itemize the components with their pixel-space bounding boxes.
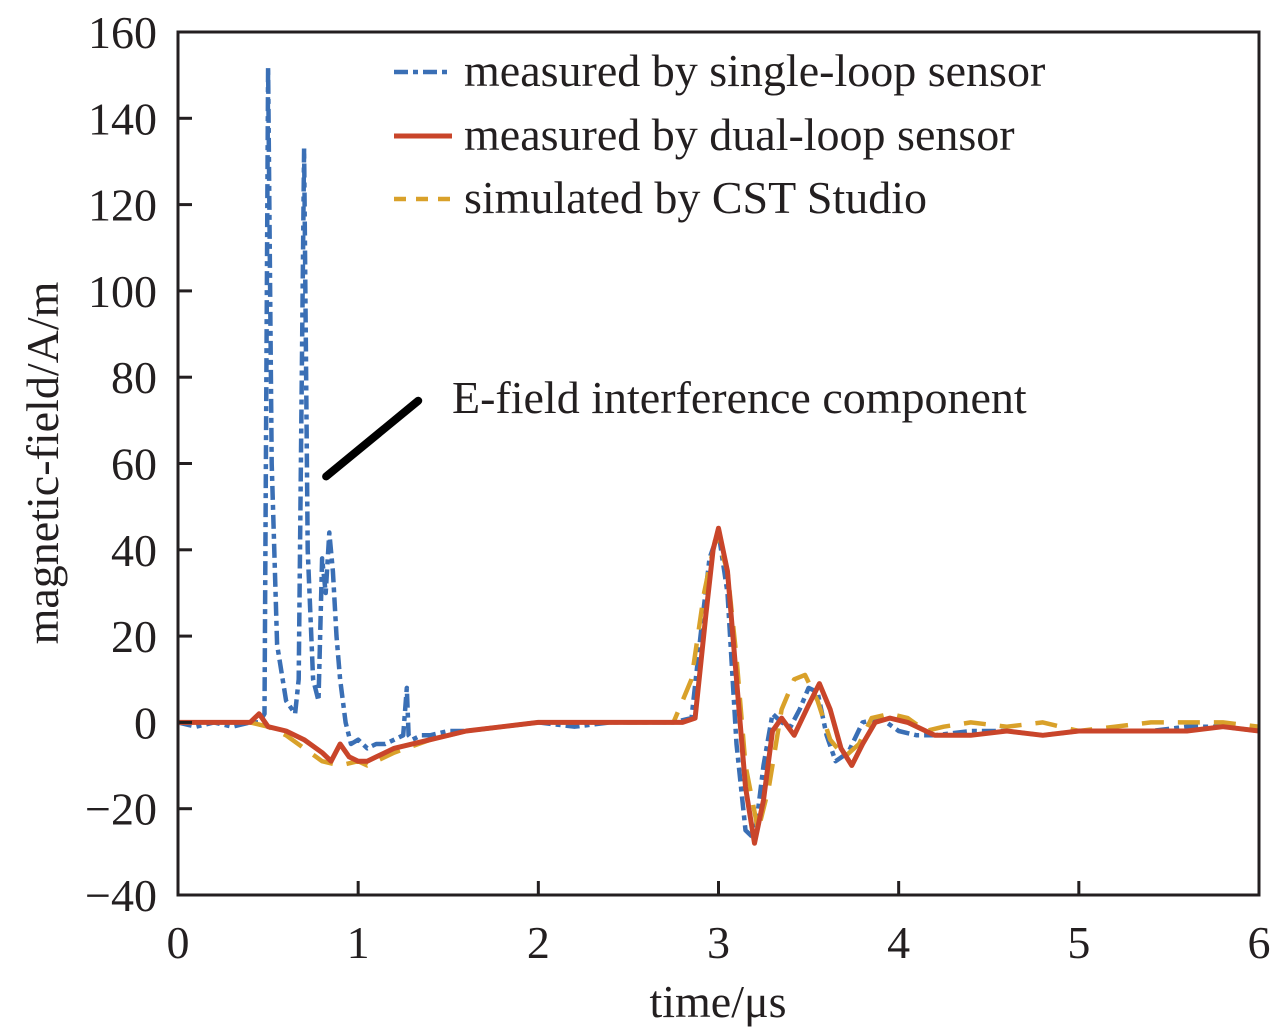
y-tick-label: 60: [111, 439, 157, 490]
y-tick-label: 140: [88, 93, 157, 144]
x-tick-label: 4: [887, 917, 910, 968]
y-tick-label: −20: [85, 784, 157, 835]
x-tick-label: 0: [167, 917, 190, 968]
y-tick-label: 40: [111, 525, 157, 576]
x-tick-label: 2: [527, 917, 550, 968]
y-axis-title: magnetic-field/A/m: [17, 281, 68, 644]
x-axis: 0 1 2 3 4 5 6: [167, 881, 1271, 968]
legend-label-1: measured by single-loop sensor: [464, 45, 1045, 96]
y-tick-label: 80: [111, 352, 157, 403]
annotation-text: E-field interference component: [452, 372, 1027, 423]
y-axis: −40 −20 0 20 40 60 80 100 120 140 160: [85, 7, 192, 921]
x-axis-title: time/μs: [649, 976, 786, 1027]
y-tick-label: 100: [88, 266, 157, 317]
y-tick-label: 20: [111, 611, 157, 662]
y-tick-label: 160: [88, 7, 157, 58]
annotation-pointer-line: [322, 396, 423, 481]
x-tick-label: 1: [347, 917, 370, 968]
x-tick-label: 3: [707, 917, 730, 968]
legend: measured by single-loop sensor measured b…: [394, 45, 1045, 223]
y-tick-label: −40: [85, 870, 157, 921]
y-tick-label: 0: [134, 697, 157, 748]
x-tick-label: 6: [1248, 917, 1271, 968]
legend-label-3: simulated by CST Studio: [464, 172, 927, 223]
y-tick-label: 120: [88, 180, 157, 231]
series-line-2: [178, 525, 1260, 846]
annotation: E-field interference component: [322, 372, 1027, 481]
x-tick-label: 5: [1067, 917, 1090, 968]
legend-label-2: measured by dual-loop sensor: [464, 109, 1015, 160]
series-layer: [177, 64, 1260, 846]
